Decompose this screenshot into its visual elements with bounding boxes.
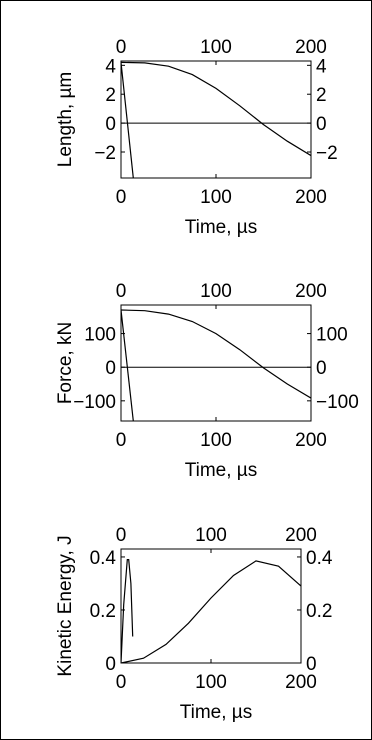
y-tick-label-right: 4 bbox=[316, 56, 327, 77]
y-tick-label-right: −100 bbox=[316, 392, 359, 413]
y-tick-label-left: 100 bbox=[84, 325, 116, 346]
x-tick-label-top: 0 bbox=[116, 525, 127, 546]
x-tick-label-bottom: 100 bbox=[195, 672, 227, 693]
x-tick-label-bottom: 0 bbox=[116, 430, 127, 451]
x-tick-label-top: 0 bbox=[116, 281, 127, 302]
y-tick-label-right: 2 bbox=[316, 85, 327, 106]
y-tick-label-left: 0 bbox=[105, 654, 116, 675]
y-axis-label: Length, µm bbox=[55, 72, 76, 167]
x-tick-label-bottom: 0 bbox=[116, 672, 127, 693]
y-tick-label-right: −2 bbox=[316, 143, 338, 164]
y-tick-label-right: 0 bbox=[316, 114, 327, 135]
y-axis-label: Kinetic Energy, J bbox=[55, 535, 76, 676]
series-line bbox=[121, 62, 134, 178]
y-tick-label-right: 0.4 bbox=[306, 548, 333, 569]
series-line bbox=[121, 61, 311, 157]
x-axis-label: Time, µs bbox=[180, 702, 253, 723]
plot-area-frame bbox=[120, 304, 312, 422]
x-tick-label-bottom: 200 bbox=[295, 430, 327, 451]
y-tick-label-left: 0.4 bbox=[90, 548, 117, 569]
x-tick-label-top: 200 bbox=[295, 281, 327, 302]
y-tick-label-left: −100 bbox=[73, 392, 116, 413]
y-tick-label-left: 0.2 bbox=[90, 601, 116, 622]
y-tick-label-left: 2 bbox=[105, 85, 116, 106]
x-tick-label-top: 200 bbox=[285, 525, 317, 546]
y-tick-label-right: 100 bbox=[316, 325, 348, 346]
y-tick-label-right: 0.2 bbox=[306, 601, 332, 622]
y-tick-label-left: 0 bbox=[105, 114, 116, 135]
series-line bbox=[121, 309, 134, 421]
x-tick-label-top: 100 bbox=[195, 525, 227, 546]
x-tick-label-top: 100 bbox=[200, 281, 232, 302]
x-tick-label-top: 0 bbox=[116, 37, 127, 58]
y-tick-label-left: 4 bbox=[105, 56, 116, 77]
y-tick-label-left: −2 bbox=[94, 143, 116, 164]
x-tick-label-top: 200 bbox=[295, 37, 327, 58]
y-tick-label-right: 0 bbox=[316, 358, 327, 379]
x-tick-label-bottom: 0 bbox=[116, 187, 127, 208]
x-tick-label-bottom: 200 bbox=[295, 187, 327, 208]
y-axis-label: Force, kN bbox=[55, 322, 76, 404]
y-tick-label-right: 0 bbox=[306, 654, 317, 675]
plot-area-frame bbox=[120, 548, 302, 664]
x-tick-label-bottom: 100 bbox=[200, 187, 232, 208]
x-tick-label-top: 100 bbox=[200, 37, 232, 58]
plot-area-frame bbox=[120, 60, 312, 179]
series-line bbox=[121, 558, 134, 663]
x-axis-label: Time, µs bbox=[185, 460, 258, 481]
series-line bbox=[121, 560, 301, 663]
x-axis-label: Time, µs bbox=[185, 217, 258, 238]
y-tick-label-left: 0 bbox=[105, 358, 116, 379]
x-tick-label-bottom: 100 bbox=[200, 430, 232, 451]
x-tick-label-bottom: 200 bbox=[285, 672, 317, 693]
series-line bbox=[121, 309, 311, 399]
